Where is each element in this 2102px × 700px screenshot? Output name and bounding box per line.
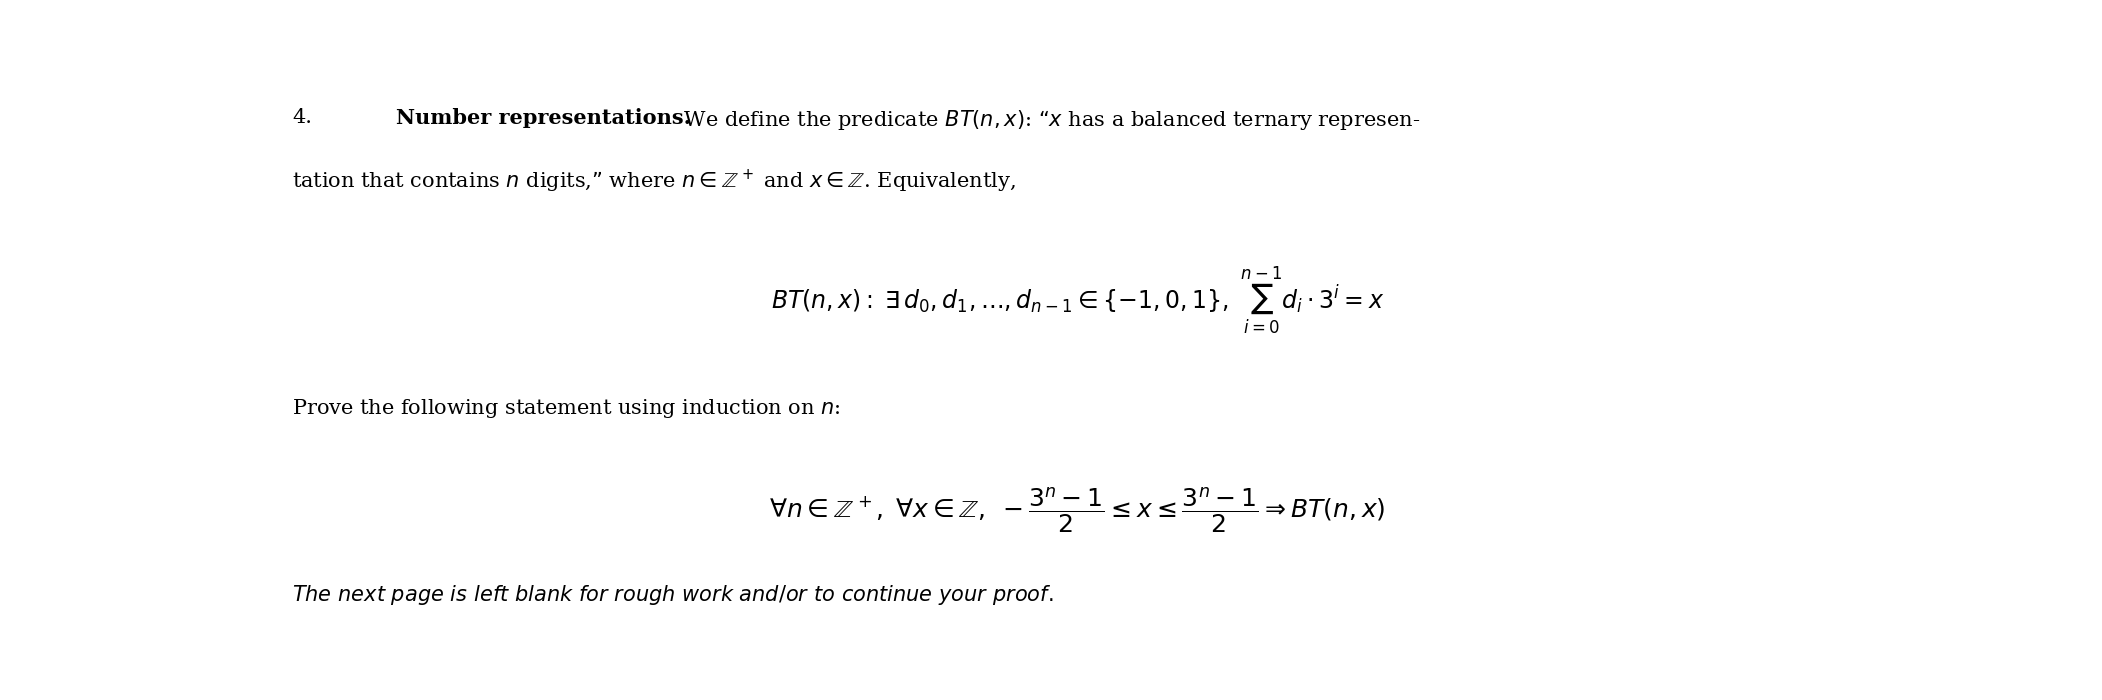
Text: We define the predicate $BT(n, x)$: “$x$ has a balanced ternary represen-: We define the predicate $BT(n, x)$: “$x$…: [677, 108, 1419, 132]
Text: Number representations.: Number representations.: [397, 108, 692, 128]
Text: $\it{The\ next\ page\ is\ left\ blank\ for\ rough\ work\ and/or\ to\ continue\ y: $\it{The\ next\ page\ is\ left\ blank\ f…: [292, 582, 1053, 607]
Text: Prove the following statement using induction on $n$:: Prove the following statement using indu…: [292, 397, 841, 419]
Text: $BT(n, x): \; \exists\, d_0, d_1, \ldots, d_{n-1} \in \{-1, 0, 1\}, \; \sum_{i=0: $BT(n, x): \; \exists\, d_0, d_1, \ldots…: [771, 265, 1383, 336]
Text: tation that contains $n$ digits,” where $n \in \mathbb{Z}^+$ and $x \in \mathbb{: tation that contains $n$ digits,” where …: [292, 167, 1015, 195]
Text: 4.: 4.: [292, 108, 311, 127]
Text: $\forall n \in \mathbb{Z}^+, \; \forall x \in \mathbb{Z}, \; -\dfrac{3^n - 1}{2}: $\forall n \in \mathbb{Z}^+, \; \forall …: [769, 486, 1385, 536]
